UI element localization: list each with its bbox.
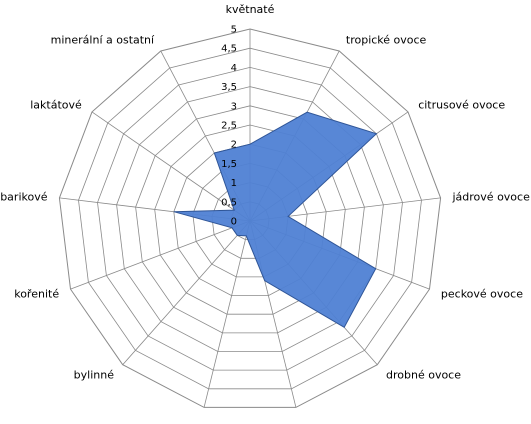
tick-label: 1,5	[221, 159, 237, 170]
tick-label: 5	[231, 25, 237, 36]
axis-line	[70, 220, 251, 290]
category-label: peckové ovoce	[441, 288, 523, 301]
tick-label: 3	[231, 101, 237, 112]
category-label: tropické ovoce	[346, 34, 427, 47]
category-label: laktátové	[30, 99, 82, 112]
grid-ring	[116, 86, 384, 352]
tick-label: 0	[231, 217, 237, 228]
category-label: barikové	[0, 190, 48, 203]
axis-line	[122, 220, 251, 365]
category-label: bylinné	[74, 368, 115, 381]
category-label: minerální a ostatní	[51, 34, 155, 47]
tick-label: 4	[231, 63, 237, 74]
category-label: drobné ovoce	[386, 368, 461, 381]
tick-label: 4,5	[221, 44, 237, 55]
grid-ring	[135, 105, 365, 334]
category-label: citrusové ovoce	[418, 99, 505, 112]
category-labels: květnaté tropické ovoce citrusové ovoce jád…	[0, 3, 531, 381]
tick-label: 0,5	[221, 197, 237, 208]
radial-tick-labels: 0 0,5 1 1,5 2 2,5 3 3,5 4 4,5 5	[221, 25, 237, 228]
category-label: jádrové ovoce	[452, 190, 531, 203]
category-label: květnaté	[226, 3, 275, 16]
category-label: kořenité	[14, 288, 59, 301]
grid-ring	[97, 66, 403, 371]
tick-label: 3,5	[221, 82, 237, 93]
axis-line	[203, 220, 251, 408]
grid-ring	[58, 28, 442, 408]
tick-label: 1	[231, 178, 237, 189]
series-area	[173, 111, 378, 328]
axis-line	[91, 111, 251, 222]
grid-ring	[78, 47, 422, 390]
radar-series	[173, 111, 378, 328]
tick-label: 2	[231, 140, 237, 151]
tick-label: 2,5	[221, 121, 237, 132]
